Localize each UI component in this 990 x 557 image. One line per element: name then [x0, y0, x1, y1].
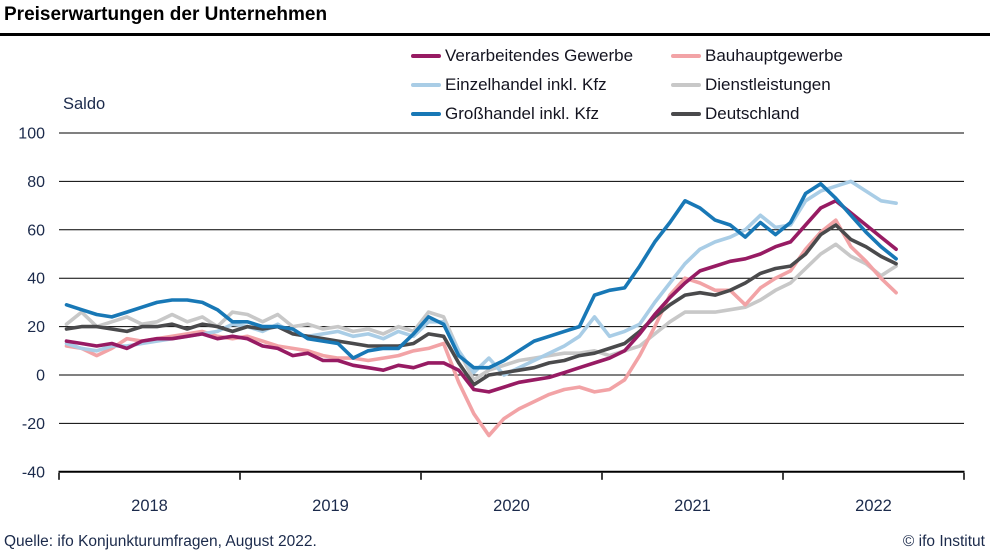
- legend-swatch: [671, 111, 701, 117]
- y-axis-label: Saldo: [63, 95, 105, 113]
- y-tick-label: 0: [36, 368, 45, 385]
- series-line-gro-handel-inkl-kfz: [64, 182, 898, 370]
- legend-item: Großhandel inkl. Kfz: [411, 102, 671, 126]
- legend-label: Deutschland: [705, 104, 800, 123]
- y-tick-label: 60: [27, 222, 45, 239]
- legend-label: Großhandel inkl. Kfz: [445, 104, 600, 123]
- legend-item: Verarbeitendes Gewerbe: [411, 44, 671, 68]
- series-line-deutschland: [64, 223, 898, 387]
- legend-item: Deutschland: [671, 102, 843, 126]
- source-note: Quelle: ifo Konjunkturumfragen, August 2…: [4, 533, 317, 550]
- title-rule: [0, 33, 990, 36]
- x-tick-label: 2019: [312, 497, 349, 515]
- legend-item: Einzelhandel inkl. Kfz: [411, 73, 671, 97]
- y-tick-label: 100: [18, 126, 45, 143]
- legend-item: Bauhauptgewerbe: [671, 44, 843, 68]
- x-tick-label: 2018: [131, 497, 168, 515]
- y-tick-label: 20: [27, 319, 45, 336]
- y-tick-label: -40: [22, 464, 45, 481]
- x-tick-label: 2020: [493, 497, 530, 515]
- legend-label: Bauhauptgewerbe: [705, 46, 844, 65]
- chart-title: Preiserwartungen der Unternehmen: [4, 4, 328, 25]
- x-tick-label: 2021: [674, 497, 711, 515]
- y-tick-label: 40: [27, 271, 45, 288]
- x-tick-label: 2022: [855, 497, 892, 515]
- legend-swatch: [671, 53, 701, 59]
- legend-swatch: [411, 82, 441, 88]
- legend: Verarbeitendes Gewerbe Bauhauptgewerbe Ein…: [411, 44, 843, 126]
- legend-label: Einzelhandel inkl. Kfz: [445, 75, 607, 94]
- legend-label: Verarbeitendes Gewerbe: [445, 46, 634, 65]
- legend-swatch: [411, 53, 441, 59]
- series-line-verarbeitendes-gewerbe: [64, 199, 898, 394]
- legend-label: Dienstleistungen: [705, 75, 831, 94]
- legend-swatch: [411, 111, 441, 117]
- legend-item: Dienstleistungen: [671, 73, 843, 97]
- copyright-note: © ifo Institut: [902, 533, 985, 550]
- y-tick-label: -20: [22, 416, 45, 433]
- series-line-dienstleistungen: [64, 242, 898, 382]
- legend-swatch: [671, 82, 701, 88]
- y-tick-label: 80: [27, 174, 45, 191]
